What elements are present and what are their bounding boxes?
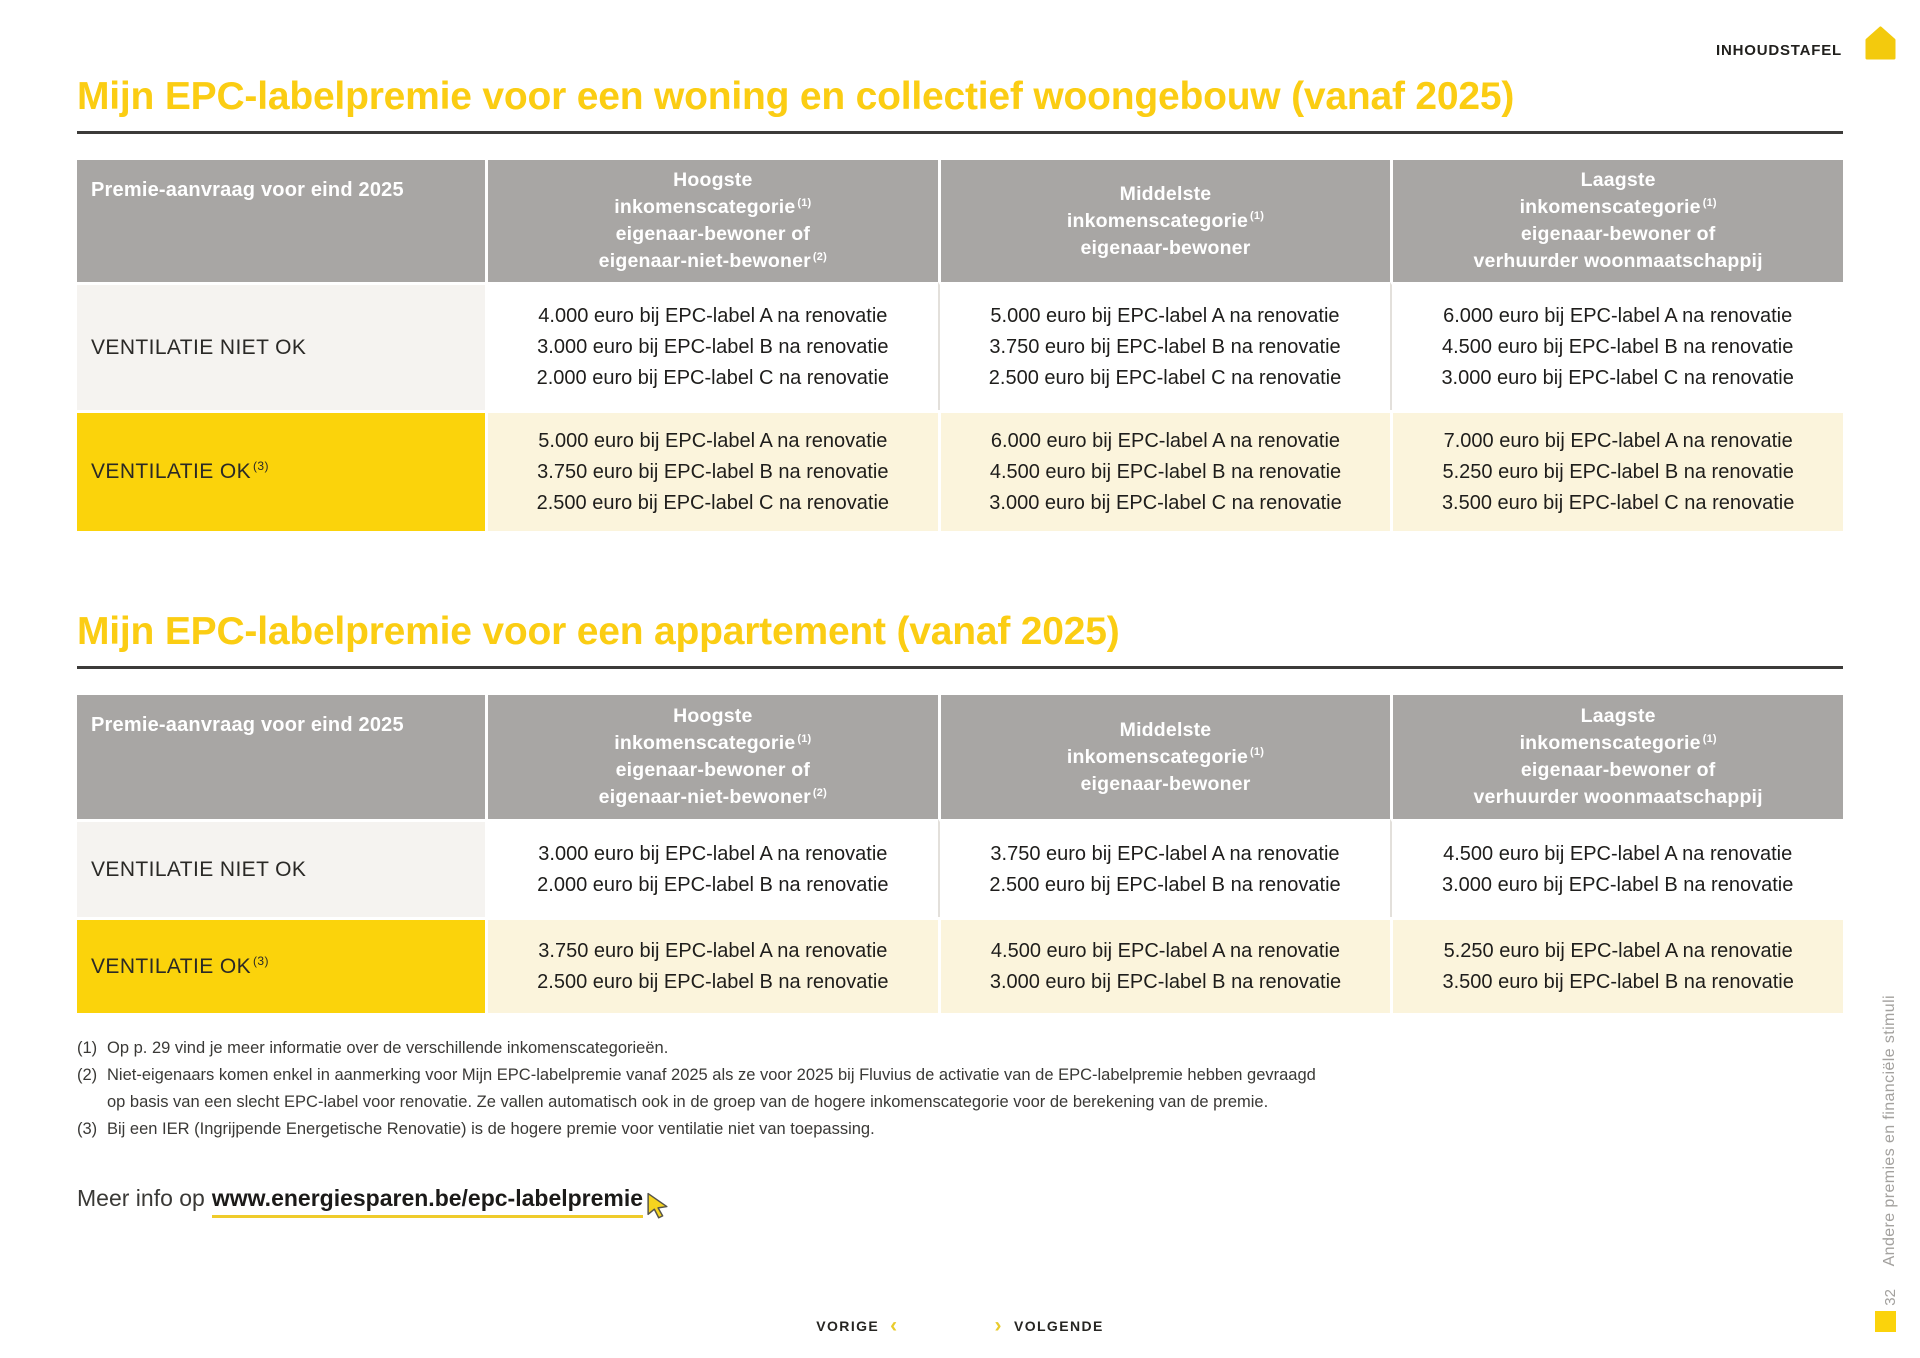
premium-line: 4.500 euro bij EPC-label B na renovatie — [1441, 336, 1794, 358]
chevron-left-icon: ‹ — [890, 1314, 899, 1337]
cursor-pointer-icon — [647, 1192, 668, 1219]
premium-line: 3.000 euro bij EPC-label A na renovatie — [538, 842, 888, 865]
footnote-marker: (2) — [77, 1066, 98, 1084]
premium-cell: 3.000 euro bij EPC-label A na renovatie … — [485, 819, 938, 917]
footnote-1: (1) Op p. 29 vind je meer informatie ove… — [77, 1035, 1843, 1062]
premium-line: 4.000 euro bij EPC-label A na renovatie — [538, 305, 888, 327]
premium-line: 5.000 euro bij EPC-label A na renovatie — [990, 305, 1340, 327]
epc-labelpremie-link[interactable]: www.energiesparen.be/epc-labelpremie — [211, 1185, 644, 1218]
premium-cell: 3.750 euro bij EPC-label A na renovatie … — [485, 917, 938, 1013]
premium-cell: 3.750 euro bij EPC-label A na renovatie … — [937, 819, 1391, 917]
section-title-woning: Mijn EPC-labelpremie voor een woning en … — [77, 75, 1515, 118]
section-title-appartement: Mijn EPC-labelpremie voor een appartemen… — [77, 610, 1120, 653]
more-info: Meer info op www.energiesparen.be/epc-la… — [77, 1179, 1843, 1219]
column-header-middelste: Middelste inkomenscategorie (1) eigenaar-… — [937, 695, 1391, 819]
premium-line: 7.000 euro bij EPC-label A na renovatie — [1443, 429, 1793, 452]
premium-line: 2.500 euro bij EPC-label C na renovatie — [536, 491, 890, 514]
premium-cell: 6.000 euro bij EPC-label A na renovatie … — [1390, 282, 1843, 410]
premium-cell: 7.000 euro bij EPC-label A na renovatie … — [1390, 410, 1843, 531]
table-appartement: Premie-aanvraag voor eind 2025 Hoogste i… — [77, 695, 1843, 1013]
premium-line: 3.750 euro bij EPC-label B na renovatie — [537, 460, 889, 483]
row-label-ventilatie-niet-ok: VENTILATIE NIET OK — [77, 282, 485, 410]
premium-line: 4.500 euro bij EPC-label B na renovatie — [989, 460, 1342, 483]
premium-cell: 4.500 euro bij EPC-label A na renovatie … — [1390, 819, 1843, 917]
premium-line: 2.000 euro bij EPC-label C na renovatie — [536, 367, 890, 389]
footnote-2: (2) Niet-eigenaars komen enkel in aanmer… — [77, 1062, 1843, 1116]
premium-cell: 4.500 euro bij EPC-label A na renovatie … — [937, 917, 1391, 1013]
premium-line: 3.000 euro bij EPC-label C na renovatie — [989, 491, 1342, 514]
premium-cell: 5.000 euro bij EPC-label A na renovatie … — [937, 282, 1391, 410]
premium-cell: 5.000 euro bij EPC-label A na renovatie … — [485, 410, 938, 531]
table-woning: Premie-aanvraag voor eind 2025 Hoogste i… — [77, 160, 1843, 531]
premium-line: 2.500 euro bij EPC-label B na renovatie — [537, 970, 889, 993]
row-label-ventilatie-ok: VENTILATIE OK (3) — [77, 410, 485, 531]
footnote-text: Niet-eigenaars komen enkel in aanmerking… — [107, 1066, 1316, 1111]
row-label-ventilatie-niet-ok: VENTILATIE NIET OK — [77, 819, 485, 917]
premium-line: 2.000 euro bij EPC-label B na renovatie — [537, 873, 889, 896]
title-divider — [77, 131, 1843, 134]
premium-line: 6.000 euro bij EPC-label A na renovatie — [1443, 305, 1793, 327]
footnotes: (1) Op p. 29 vind je meer informatie ove… — [77, 1035, 1843, 1143]
volgende-label: VOLGENDE — [1013, 1318, 1104, 1334]
inhoudstafel-link[interactable]: INHOUDSTAFEL — [1716, 42, 1842, 59]
column-header-hoogste: Hoogste inkomenscategorie (1) eigenaar-be… — [485, 695, 938, 819]
page-marker-square — [1875, 1311, 1896, 1332]
premium-line: 3.000 euro bij EPC-label B na renovatie — [537, 336, 889, 358]
footnote-3: (3) Bij een IER (Ingrijpende Energetisch… — [77, 1116, 1843, 1143]
home-icon[interactable] — [1865, 26, 1896, 60]
column-header-premie-aanvraag: Premie-aanvraag voor eind 2025 — [77, 695, 485, 819]
premium-line: 4.500 euro bij EPC-label A na renovatie — [990, 939, 1341, 962]
premium-cell: 4.000 euro bij EPC-label A na renovatie … — [485, 282, 938, 410]
vorige-label: VORIGE — [816, 1318, 880, 1334]
column-header-laagste: Laagste inkomenscategorie (1) eigenaar-be… — [1390, 160, 1843, 282]
premium-line: 3.500 euro bij EPC-label C na renovatie — [1441, 491, 1795, 514]
premium-line: 3.000 euro bij EPC-label B na renovatie — [1441, 873, 1794, 896]
premium-line: 3.000 euro bij EPC-label C na renovatie — [1441, 367, 1794, 389]
column-header-laagste: Laagste inkomenscategorie (1) eigenaar-be… — [1390, 695, 1843, 819]
footnote-marker: (1) — [77, 1039, 98, 1057]
pager-nav: VORIGE ‹ › VOLGENDE — [0, 1314, 1920, 1337]
vorige-button[interactable]: VORIGE ‹ — [816, 1314, 899, 1337]
premium-line: 2.500 euro bij EPC-label C na renovatie — [988, 367, 1342, 389]
premium-line: 6.000 euro bij EPC-label A na renovatie — [990, 429, 1341, 452]
chapter-sidebar-label: Andere premies en financiële stimuli — [1881, 994, 1898, 1266]
page-number: 32 — [1882, 1289, 1899, 1306]
more-info-prefix: Meer info op — [77, 1185, 205, 1211]
chevron-right-icon: › — [994, 1314, 1003, 1337]
row-label-ventilatie-ok: VENTILATIE OK (3) — [77, 917, 485, 1013]
premium-cell: 5.250 euro bij EPC-label A na renovatie … — [1390, 917, 1843, 1013]
premium-cell: 6.000 euro bij EPC-label A na renovatie … — [937, 410, 1391, 531]
volgende-button[interactable]: › VOLGENDE — [994, 1314, 1104, 1337]
premium-line: 5.250 euro bij EPC-label A na renovatie — [1443, 939, 1793, 962]
footnote-marker: (3) — [77, 1120, 98, 1138]
premium-line: 3.750 euro bij EPC-label A na renovatie — [990, 842, 1340, 865]
column-header-premie-aanvraag: Premie-aanvraag voor eind 2025 — [77, 160, 485, 282]
premium-line: 2.500 euro bij EPC-label B na renovatie — [989, 873, 1341, 896]
premium-line: 3.750 euro bij EPC-label B na renovatie — [989, 336, 1341, 358]
premium-line: 3.000 euro bij EPC-label B na renovatie — [989, 970, 1342, 993]
premium-line: 5.000 euro bij EPC-label A na renovatie — [538, 429, 888, 452]
content: Mijn EPC-labelpremie voor een woning en … — [77, 0, 1843, 1219]
title-divider — [77, 666, 1843, 669]
column-header-hoogste: Hoogste inkomenscategorie (1) eigenaar-be… — [485, 160, 938, 282]
premium-line: 3.500 euro bij EPC-label B na renovatie — [1442, 970, 1794, 993]
premium-line: 5.250 euro bij EPC-label B na renovatie — [1442, 460, 1794, 483]
footnote-text: Bij een IER (Ingrijpende Energetische Re… — [107, 1120, 875, 1138]
premium-line: 3.750 euro bij EPC-label A na renovatie — [538, 939, 888, 962]
footnote-text: Op p. 29 vind je meer informatie over de… — [107, 1039, 669, 1057]
premium-line: 4.500 euro bij EPC-label A na renovatie — [1443, 842, 1793, 865]
column-header-middelste: Middelste inkomenscategorie (1) eigenaar-… — [937, 160, 1391, 282]
